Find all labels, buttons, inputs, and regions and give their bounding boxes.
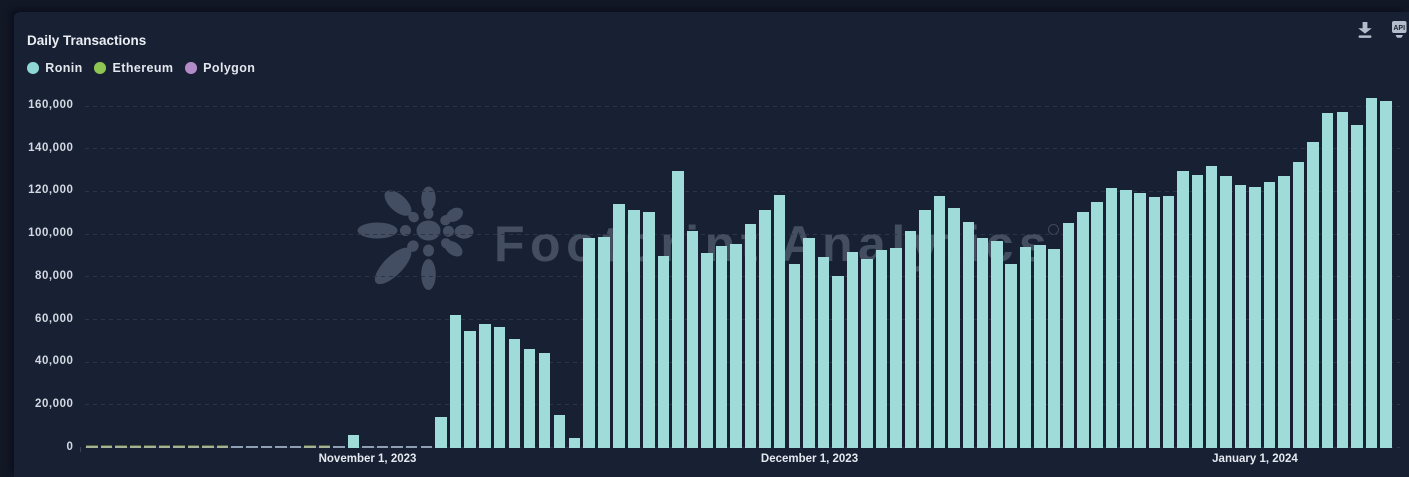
- svg-text:API: API: [1393, 25, 1405, 32]
